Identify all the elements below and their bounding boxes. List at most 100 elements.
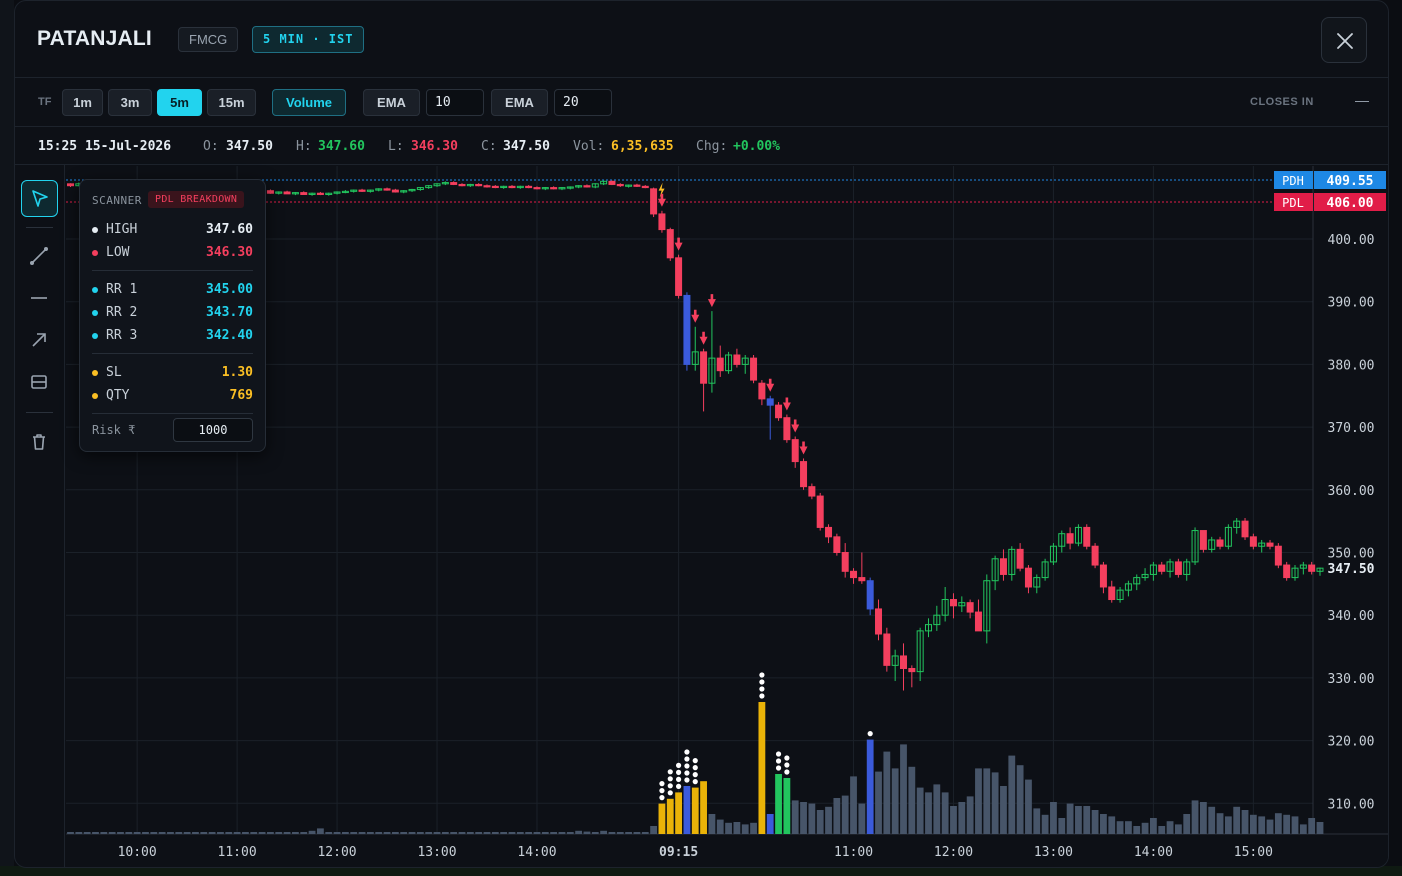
volume-bar bbox=[1158, 826, 1166, 834]
volume-dot bbox=[692, 758, 698, 764]
risk-label: Risk ₹ bbox=[92, 423, 136, 437]
scanner-rr3-value: 342.40 bbox=[206, 328, 253, 343]
ohlc-datetime: 15:25 15-Jul-2026 bbox=[38, 139, 172, 154]
volume-bar bbox=[516, 832, 524, 834]
ema1-button[interactable]: EMA bbox=[363, 89, 420, 116]
candle-body bbox=[966, 602, 974, 613]
volume-dot bbox=[867, 731, 873, 737]
volume-bar bbox=[883, 751, 891, 834]
volume-bar bbox=[1224, 816, 1232, 834]
ohlc-change: +0.00% bbox=[733, 139, 780, 154]
trendline-icon bbox=[30, 247, 48, 265]
volume-bar bbox=[541, 832, 549, 834]
candle-body bbox=[1233, 520, 1241, 528]
ohlc-open-label: O: bbox=[203, 139, 219, 154]
chart-modal: PATANJALI FMCG 5 MIN · IST TF 1m 3m 5m 1… bbox=[14, 0, 1389, 868]
volume-dot bbox=[659, 781, 665, 787]
candle-body bbox=[933, 614, 941, 626]
candle-body bbox=[308, 192, 316, 195]
volume-bar bbox=[750, 822, 757, 834]
candle-body bbox=[1266, 542, 1274, 547]
tf-button-5m[interactable]: 5m bbox=[157, 89, 202, 116]
candle-body bbox=[924, 624, 932, 632]
tf-button-1m[interactable]: 1m bbox=[62, 89, 103, 116]
candle-body bbox=[1033, 577, 1041, 588]
candle-body bbox=[866, 580, 874, 610]
x-tick-label: 13:00 bbox=[417, 845, 456, 860]
candle-body bbox=[466, 183, 474, 187]
candle-body bbox=[858, 577, 866, 582]
candle-body bbox=[700, 351, 708, 384]
signal-arrow bbox=[707, 294, 716, 308]
volume-bar bbox=[108, 832, 116, 834]
close-button[interactable] bbox=[1321, 17, 1367, 63]
candle-body bbox=[808, 486, 816, 497]
volume-dot bbox=[684, 770, 690, 776]
cursor-tool[interactable] bbox=[21, 180, 58, 217]
ohlc-low-label: L: bbox=[388, 139, 404, 154]
candle-body bbox=[508, 185, 516, 189]
volume-bar bbox=[358, 832, 366, 834]
volume-bar bbox=[991, 772, 999, 834]
horizontal-line-tool[interactable] bbox=[21, 280, 58, 317]
volume-bar bbox=[441, 832, 449, 834]
volume-bar bbox=[366, 832, 374, 834]
scanner-tag: PDL BREAKDOWN bbox=[148, 191, 245, 208]
risk-input[interactable]: 1000 bbox=[173, 418, 253, 442]
volume-bar bbox=[758, 702, 766, 834]
volume-bar bbox=[1033, 808, 1041, 834]
volume-bar bbox=[841, 795, 849, 834]
volume-bar bbox=[242, 832, 249, 834]
volume-bar bbox=[117, 832, 124, 834]
candle-body bbox=[1183, 561, 1191, 575]
volume-bar bbox=[1150, 818, 1157, 834]
candle-body bbox=[1174, 561, 1182, 575]
volume-dot bbox=[759, 693, 765, 699]
candle-body bbox=[758, 382, 766, 400]
candle-body bbox=[633, 184, 641, 187]
candle-body bbox=[616, 183, 624, 187]
dot-icon bbox=[92, 393, 98, 399]
candle-body bbox=[658, 213, 666, 231]
volume-dot bbox=[675, 762, 682, 769]
candle-body bbox=[716, 357, 724, 372]
pdl-tag-label: PDL bbox=[1282, 196, 1304, 210]
ema2-button[interactable]: EMA bbox=[491, 89, 548, 116]
dot-icon bbox=[92, 227, 98, 233]
rectangle-tool[interactable] bbox=[21, 364, 58, 401]
signal-arrow bbox=[674, 237, 683, 251]
trendline-tool[interactable] bbox=[21, 238, 58, 275]
x-tick-label: 11:00 bbox=[834, 845, 873, 860]
candle-body bbox=[1291, 567, 1299, 579]
candle-body bbox=[1316, 567, 1324, 572]
arrow-tool[interactable] bbox=[21, 322, 58, 359]
candle-body bbox=[341, 190, 349, 194]
candle-body bbox=[608, 180, 616, 185]
scanner-low-value: 346.30 bbox=[206, 245, 253, 260]
volume-bar bbox=[341, 832, 349, 834]
pdl-value-bg bbox=[1314, 193, 1386, 211]
volume-bar bbox=[500, 832, 508, 834]
candle-body bbox=[766, 398, 774, 406]
volume-dot bbox=[659, 795, 665, 801]
volume-bar bbox=[716, 819, 724, 834]
tf-button-15m[interactable]: 15m bbox=[207, 89, 256, 116]
volume-bar bbox=[1025, 779, 1032, 834]
volume-bar bbox=[950, 806, 957, 834]
scanner-rr2-label: RR 2 bbox=[106, 305, 138, 320]
ema2-period-input[interactable]: 20 bbox=[554, 89, 612, 116]
volume-bar bbox=[591, 832, 599, 834]
price-chart[interactable]: 400.00 390.00 380.00 370.00 360.00 350.00 340.… bbox=[15, 1, 1389, 868]
candle-body bbox=[425, 185, 433, 189]
ema1-period-input[interactable]: 10 bbox=[426, 89, 484, 116]
delete-tool[interactable] bbox=[21, 424, 58, 461]
volume-bar bbox=[292, 832, 299, 834]
tf-button-3m[interactable]: 3m bbox=[108, 89, 152, 116]
volume-dot bbox=[684, 777, 690, 783]
volume-toggle[interactable]: Volume bbox=[272, 89, 346, 116]
ohlc-low: 346.30 bbox=[411, 139, 458, 154]
volume-bar bbox=[1016, 765, 1024, 834]
y-tick-label: 370.00 bbox=[1328, 421, 1375, 436]
x-tick-label: 14:00 bbox=[1134, 845, 1173, 860]
volume-bar bbox=[1075, 806, 1082, 834]
